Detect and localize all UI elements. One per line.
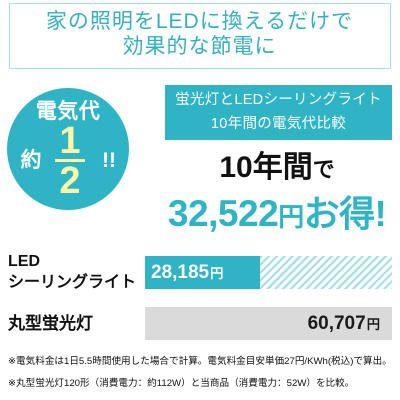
bar-fluorescent: 60,707円: [145, 307, 392, 340]
category-label-fluorescent: 丸型蛍光灯: [8, 314, 93, 333]
headline-particle: で: [312, 157, 335, 182]
savings-currency: 円: [278, 204, 304, 232]
bar-value-unit: 円: [366, 317, 380, 332]
half-cost-badge: 電気代 約 1 2 !!: [7, 88, 129, 210]
intro-line-1: 家の照明をLEDに換えるだけで: [45, 9, 354, 33]
fraction-denominator: 2: [59, 160, 81, 202]
bar-value-number: 28,185: [151, 262, 210, 283]
banner-line-1: 蛍光灯とLEDシーリングライト: [175, 92, 382, 108]
category-label-led: LED: [8, 253, 40, 270]
headline-period-text: 10年間: [219, 151, 313, 184]
bar-value-unit: 円: [210, 266, 224, 281]
bar-track-led: 28,185円: [145, 256, 392, 289]
bar-value-number: 60,707: [307, 313, 366, 334]
savings-amount: 32,522: [167, 192, 279, 234]
badge-label: 電気代: [35, 100, 101, 123]
fraction-bar: [55, 159, 85, 162]
bar-value-led: 28,185円: [151, 256, 223, 290]
savings-tail: お得!: [303, 193, 387, 234]
badge-exclamation: !!: [102, 149, 116, 172]
footnote-1: ※電気料金は1日5.5時間使用した場合で計算。電気料金目安単価27円/KWh(税…: [8, 356, 392, 367]
bar-led-savings-hatch: [259, 256, 392, 289]
bar-value-fluorescent: 60,707円: [308, 307, 380, 341]
intro-line-2: 効果的な節電に: [122, 34, 277, 58]
bar-track-fluorescent: 60,707円: [145, 307, 392, 340]
category-label-ceiling-light: シーリングライト: [8, 274, 137, 291]
fraction-numerator: 1: [59, 120, 81, 162]
badge-prefix: 約: [20, 149, 42, 172]
bar-led: 28,185円: [145, 256, 260, 289]
footnote-2: ※丸型蛍光灯120形（消費電力：約112W）と当商品（消費電力：52W）を比較。: [8, 378, 355, 389]
headline-period: 10年間で: [158, 148, 396, 188]
headline-savings: 32,522円お得!: [158, 191, 396, 235]
comparison-banner: 蛍光灯とLEDシーリングライト 10年間の電気代比較: [165, 85, 392, 140]
intro-box: 家の照明をLEDに換えるだけで 効果的な節電に: [9, 3, 391, 69]
banner-line-2: 10年間の電気代比較: [210, 116, 347, 132]
